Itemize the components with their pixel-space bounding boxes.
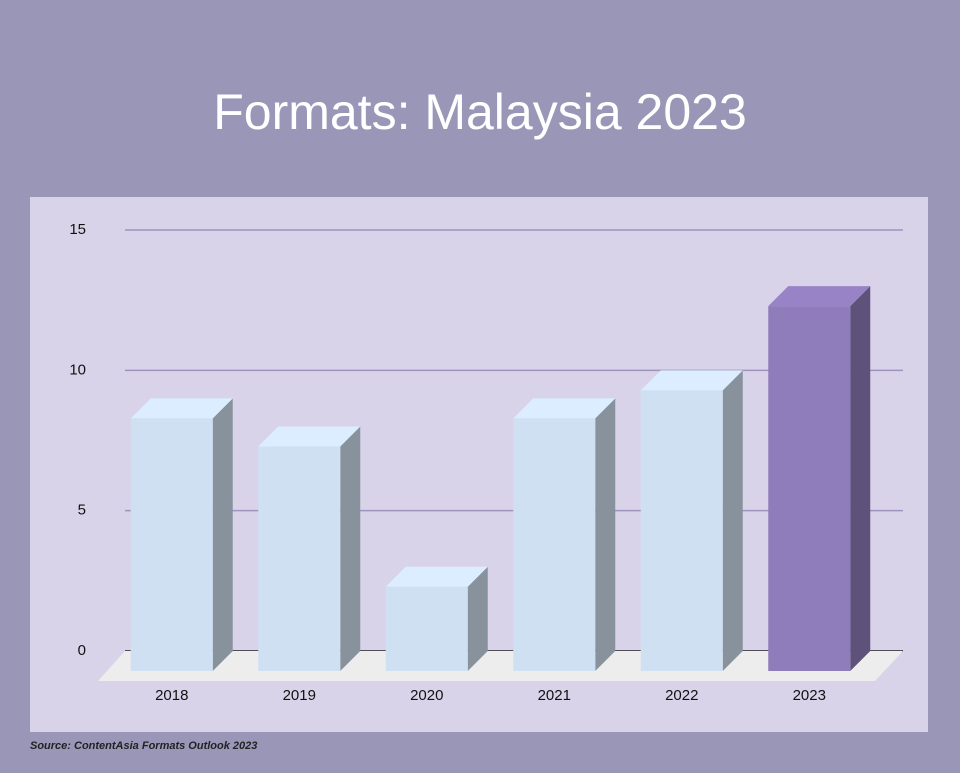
bar-top — [768, 286, 871, 307]
bar — [640, 390, 723, 671]
bar — [768, 306, 851, 671]
source-note: Source: ContentAsia Formats Outlook 2023 — [30, 740, 257, 752]
bar-side — [467, 566, 488, 671]
y-tick-label: 0 — [78, 642, 86, 659]
bar-side — [850, 286, 871, 671]
bar-side — [212, 398, 233, 671]
bar-top — [130, 398, 233, 419]
bar — [258, 446, 341, 671]
bar-top — [385, 566, 488, 587]
bar-top — [513, 398, 616, 419]
x-tick-label: 2021 — [538, 687, 571, 704]
x-tick-label: 2023 — [793, 687, 826, 704]
x-tick-label: 2022 — [665, 687, 698, 704]
bar — [385, 586, 468, 671]
y-tick-label: 5 — [78, 502, 86, 519]
y-tick-label: 10 — [69, 361, 86, 378]
bar-top — [258, 426, 361, 447]
bar — [130, 418, 213, 671]
bar-side — [595, 398, 616, 671]
bar-top — [640, 370, 743, 391]
bar — [513, 418, 596, 671]
y-tick-label: 15 — [69, 221, 86, 238]
chart-title: Formats: Malaysia 2023 — [213, 84, 747, 140]
x-tick-label: 2018 — [155, 687, 188, 704]
bar-side — [340, 426, 361, 671]
bar-side — [722, 370, 743, 671]
x-tick-label: 2020 — [410, 687, 443, 704]
x-tick-label: 2019 — [283, 687, 316, 704]
